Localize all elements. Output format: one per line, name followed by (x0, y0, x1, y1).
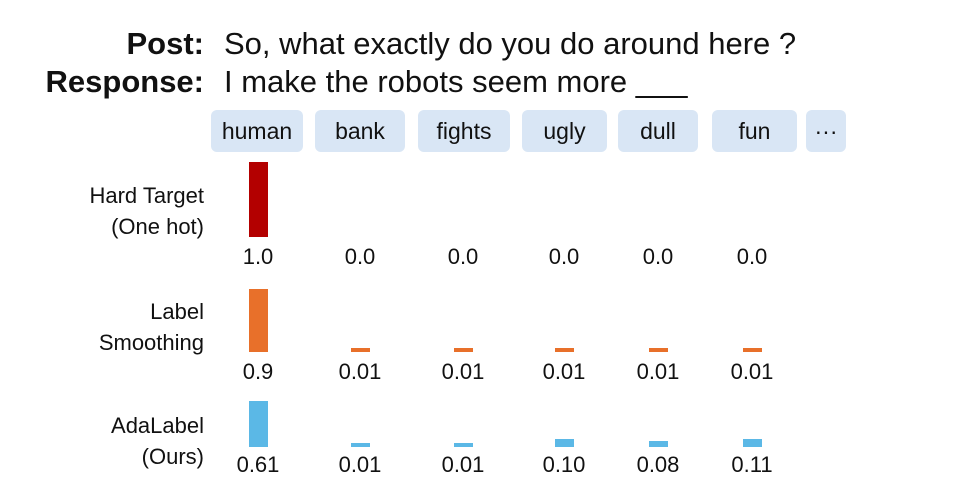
row-label-line: Label (150, 299, 204, 324)
value-label-2-3: 0.10 (542, 452, 586, 477)
bar-2-5 (742, 438, 762, 447)
value-label-2-1: 0.01 (338, 452, 382, 477)
bar-1-3 (554, 348, 574, 352)
bar-2-4 (648, 440, 668, 447)
row-label-0: Hard Target (One hot) (89, 180, 204, 242)
row-label-1: Label Smoothing (99, 296, 204, 358)
value-label-0-2: 0.0 (447, 244, 479, 269)
value-label-1-3: 0.01 (542, 359, 586, 384)
response-text: I make the robots seem more ___ (224, 64, 688, 99)
bar-2-3 (554, 439, 574, 447)
bar-1-2 (453, 348, 473, 352)
post-label: Post: (126, 26, 205, 61)
value-label-0-1: 0.0 (344, 244, 376, 269)
row-label-line: Smoothing (98, 330, 204, 355)
bar-1-4 (648, 348, 668, 352)
value-label-1-2: 0.01 (441, 359, 485, 384)
value-label-1-5: 0.01 (730, 359, 774, 384)
bar-2-0 (248, 400, 268, 447)
value-label-2-4: 0.08 (636, 452, 680, 477)
row-label-line: Hard Target (89, 183, 204, 208)
value-label-1-1: 0.01 (338, 359, 382, 384)
token-6: ··· (806, 110, 846, 152)
bar-2-2 (453, 443, 473, 447)
value-label-0-3: 0.0 (548, 244, 580, 269)
row-label-line: (One hot) (111, 214, 204, 239)
token-5: fun (712, 110, 797, 152)
row-label-2: AdaLabel (Ours) (111, 410, 204, 472)
response-label: Response: (45, 64, 204, 99)
bar-0-0 (248, 162, 268, 237)
token-1: bank (315, 110, 405, 152)
post-text: So, what exactly do you do around here ? (224, 26, 797, 61)
value-label-0-5: 0.0 (736, 244, 768, 269)
value-label-1-0: 0.9 (242, 359, 274, 384)
token-0: human (211, 110, 303, 152)
value-label-1-4: 0.01 (636, 359, 680, 384)
value-label-2-5: 0.11 (731, 452, 773, 477)
value-label-2-0: 0.61 (236, 452, 280, 477)
row-label-line: (Ours) (141, 444, 204, 469)
bar-1-1 (350, 348, 370, 352)
bar-2-1 (350, 443, 370, 447)
value-label-2-2: 0.01 (441, 452, 485, 477)
bar-1-5 (742, 348, 762, 352)
token-3: ugly (522, 110, 607, 152)
token-4: dull (618, 110, 698, 152)
token-2: fights (418, 110, 510, 152)
value-label-0-0: 1.0 (242, 244, 274, 269)
value-label-0-4: 0.0 (642, 244, 674, 269)
bar-1-0 (248, 289, 268, 352)
row-label-line: AdaLabel (111, 413, 204, 438)
